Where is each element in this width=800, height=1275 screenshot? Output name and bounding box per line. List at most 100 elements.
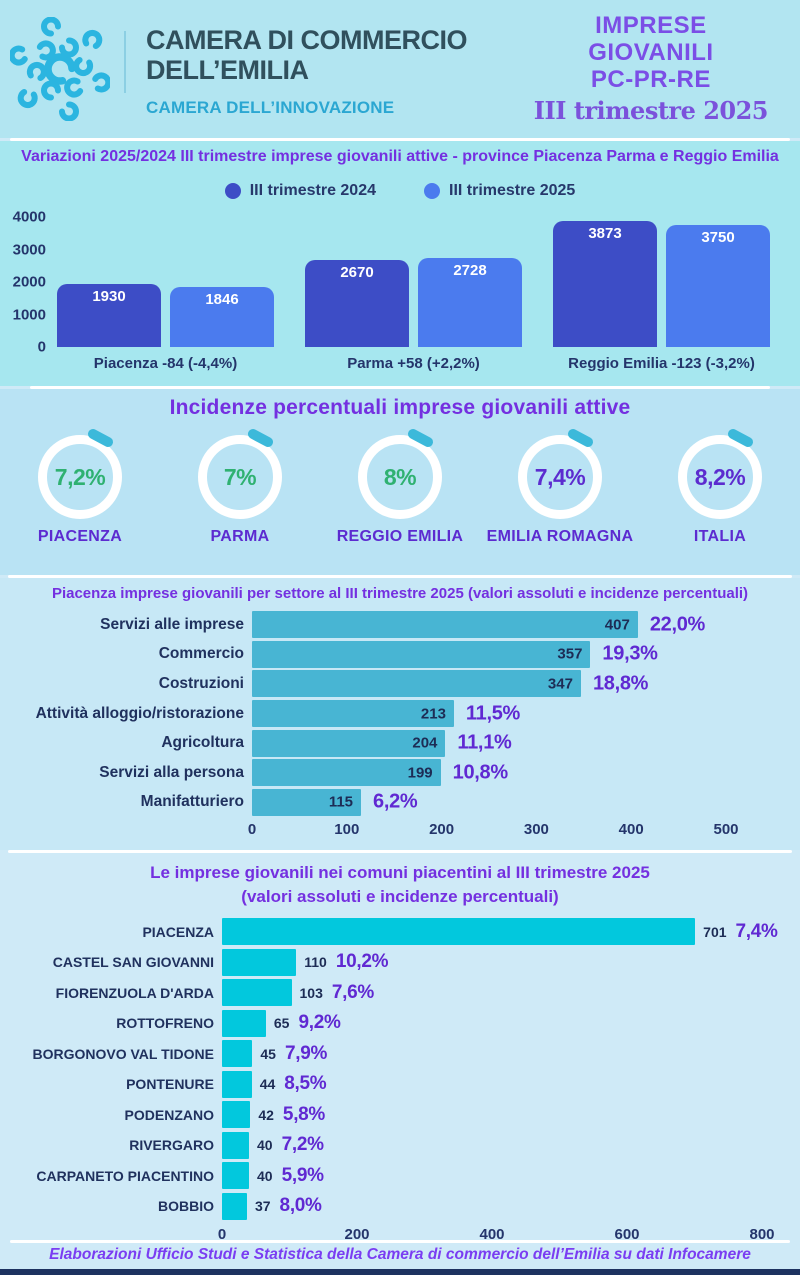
gauge-ring: 7% <box>198 427 282 519</box>
bar-area: 701 7,4% <box>222 917 800 948</box>
camera-commercio-logo-icon <box>10 17 110 121</box>
table-row: ROTTOFRENO 65 9,2% <box>0 1008 800 1039</box>
bar <box>222 1009 266 1037</box>
bar-value-label: 115 <box>328 793 354 811</box>
gauge-ring: 7,4% <box>518 427 602 519</box>
pct-label-wrap: 11,5% <box>466 702 520 725</box>
bar: 3750 <box>666 225 770 347</box>
org-name-line1: CAMERA DI COMMERCIO <box>146 25 467 56</box>
table-row: BOBBIO 37 8,0% <box>0 1191 800 1222</box>
pct-label: 19,3% <box>602 642 658 665</box>
pct-label: 5,8% <box>282 1103 326 1125</box>
table-row: Servizi alla persona 199 10,8% <box>0 758 800 788</box>
gauge-label: ITALIA <box>693 528 747 545</box>
org-name-line2: DELL’EMILIA <box>146 55 309 85</box>
bar-value-label: 347 <box>547 675 573 693</box>
y-tick-label: 2000 <box>12 273 46 291</box>
row-label: CASTEL SAN GIOVANNI <box>52 954 214 971</box>
x-tick-label: 200 <box>344 1225 370 1243</box>
bar-value-label: 110 <box>304 954 327 971</box>
row-label: Commercio <box>158 645 244 663</box>
divider-header <box>10 138 790 141</box>
bar-area: 40 7,2% <box>222 1130 800 1161</box>
bar-value-label: 199 <box>407 764 433 782</box>
gauge-item: 8,2% ITALIA <box>640 427 800 546</box>
bar-value-label: 40 <box>257 1167 273 1184</box>
gauge-item: 7% PARMA <box>160 427 320 546</box>
gauge-value: 8,2% <box>694 463 746 490</box>
report-title-block: IMPRESE GIOVANILI PC-PR-RE III trimestre… <box>534 12 782 125</box>
bar: 3873 <box>553 221 657 347</box>
category-label: Parma +58 (+2,2%) <box>347 355 480 372</box>
bar <box>222 1101 251 1129</box>
bar-value-label: 407 <box>604 616 630 634</box>
bar-value-label: 357 <box>557 645 583 663</box>
x-tick-label: 800 <box>749 1225 775 1243</box>
bar-value-label: 2728 <box>453 262 487 280</box>
row-label: PONTENURE <box>126 1076 214 1093</box>
bar <box>222 1131 249 1159</box>
table-row: Costruzioni 347 18,8% <box>0 669 800 699</box>
value-pct-wrap: 37 8,0% <box>255 1195 322 1217</box>
bar-value-label: 65 <box>273 1015 290 1032</box>
pct-label: 11,5% <box>465 702 521 725</box>
table-row: Attività alloggio/ristorazione 213 11,5% <box>0 699 800 729</box>
pct-label-wrap: 22,0% <box>650 613 706 636</box>
pct-label: 7,4% <box>735 920 778 942</box>
report-title-line3: PC-PR-RE <box>590 65 711 93</box>
value-pct-wrap: 45 7,9% <box>260 1043 327 1065</box>
gauge-ring: 7,2% <box>38 427 122 519</box>
gauge-item: 7,2% PIACENZA <box>0 427 160 546</box>
comuni-rows: PIACENZA 701 7,4% CASTEL SAN GIOVANNI 110 10,… <box>0 917 800 1222</box>
variazioni-title: Variazioni 2025/2024 III trimestre impre… <box>21 148 779 165</box>
table-row: FIORENZUOLA D'ARDA 103 7,6% <box>0 978 800 1009</box>
gauge-label: PARMA <box>210 528 270 545</box>
table-row: Manifatturiero 115 6,2% <box>0 788 800 818</box>
pct-label: 5,9% <box>281 1164 324 1186</box>
comuni-title-line1: Le imprese giovanili nei comuni piacenti… <box>150 863 650 882</box>
comuni-title: Le imprese giovanili nei comuni piacenti… <box>0 861 800 909</box>
value-pct-wrap: 65 9,2% <box>274 1012 341 1034</box>
value-pct-wrap: 103 7,6% <box>300 982 375 1004</box>
bar <box>222 918 696 946</box>
gauge-value: 7,4% <box>534 463 586 490</box>
report-title-line2: GIOVANILI <box>588 39 714 67</box>
plot-area: 1930 1846 Piacenza -84 (-4,4%) 2670 2728 Parm… <box>57 217 770 372</box>
bar-area: 37 8,0% <box>222 1191 800 1222</box>
table-row: Servizi alle imprese 407 22,0% <box>0 610 800 640</box>
divider-footer <box>10 1240 790 1243</box>
pct-label-wrap: 18,8% <box>593 672 649 695</box>
x-tick-label: 0 <box>217 1225 227 1243</box>
row-label: PODENZANO <box>124 1106 214 1123</box>
gauge-dash-icon <box>566 427 595 449</box>
pct-label: 10,8% <box>452 761 509 784</box>
table-row: PIACENZA 701 7,4% <box>0 917 800 948</box>
x-tick-label: 600 <box>614 1225 640 1243</box>
bar-value-label: 3750 <box>701 229 735 247</box>
x-tick-label: 400 <box>618 821 644 839</box>
legend-dot-icon <box>224 183 241 199</box>
divider-2 <box>8 575 792 578</box>
pct-label-wrap: 6,2% <box>373 790 418 814</box>
row-label: PIACENZA <box>142 923 214 940</box>
gauge-label: REGGIO EMILIA <box>336 528 464 545</box>
table-row: Agricoltura 204 11,1% <box>0 728 800 758</box>
divider-1 <box>30 386 770 389</box>
value-pct-wrap: 40 5,9% <box>257 1165 324 1187</box>
legend-item: III trimestre 2025 <box>424 182 575 200</box>
pct-label: 9,2% <box>298 1012 341 1034</box>
table-row: Commercio 357 19,3% <box>0 640 800 670</box>
bar-area: 213 11,5% <box>252 699 800 729</box>
bar <box>222 1040 253 1068</box>
legend-dot-icon <box>424 183 440 199</box>
bar: 357 <box>252 640 591 668</box>
incidenze-title: Incidenze percentuali imprese giovanili … <box>169 396 631 419</box>
table-row: RIVERGARO 40 7,2% <box>0 1130 800 1161</box>
row-label: ROTTOFRENO <box>116 1015 214 1032</box>
gauge-dash-icon <box>86 427 115 449</box>
gauge-ring: 8,2% <box>678 427 762 519</box>
y-axis: 0 1000 2000 3000 4000 <box>0 209 48 356</box>
pct-label: 6,2% <box>373 790 418 813</box>
bar <box>222 979 292 1007</box>
